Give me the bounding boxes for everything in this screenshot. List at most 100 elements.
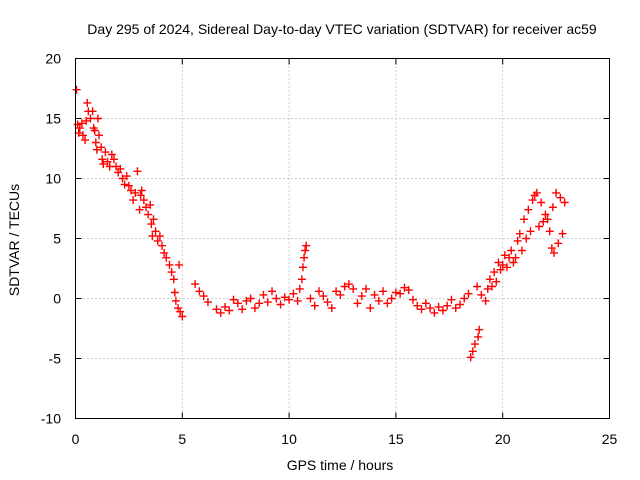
data-point	[272, 294, 281, 303]
data-point	[502, 263, 511, 272]
data-point	[136, 191, 145, 200]
data-point	[158, 241, 167, 250]
data-point	[539, 217, 548, 226]
y-tick-label: 10	[45, 171, 61, 187]
data-point	[455, 300, 464, 309]
data-point	[319, 292, 328, 301]
x-tick-label: 20	[495, 431, 511, 447]
data-point	[306, 294, 315, 303]
data-point	[118, 174, 127, 183]
data-point	[413, 301, 422, 310]
y-tick-labels: -10 -5 0 5 10 15 20	[41, 51, 61, 427]
y-tick-label: 15	[45, 111, 61, 127]
data-point	[109, 155, 118, 164]
data-point	[133, 167, 142, 176]
data-point	[255, 299, 264, 308]
data-point	[139, 196, 148, 205]
data-point	[488, 282, 497, 291]
data-point	[81, 136, 90, 145]
data-point	[92, 145, 101, 154]
data-point	[116, 164, 125, 173]
x-tick-label: 10	[281, 431, 297, 447]
y-axis-title: SDTVAR / TECUs	[6, 184, 22, 296]
data-point	[511, 253, 520, 262]
data-point	[477, 290, 486, 299]
data-point	[90, 126, 99, 135]
data-point	[496, 265, 505, 274]
data-point	[91, 138, 100, 147]
data-point	[549, 248, 558, 257]
data-point	[417, 305, 426, 314]
data-point	[169, 275, 178, 284]
data-point	[391, 288, 400, 297]
y-tick-label: 20	[45, 51, 61, 67]
data-point	[421, 299, 430, 308]
data-point	[560, 198, 569, 207]
data-point	[558, 229, 567, 238]
data-point	[141, 203, 150, 212]
data-point	[88, 107, 97, 116]
data-point	[474, 332, 483, 341]
data-point	[276, 300, 285, 309]
data-point	[98, 155, 107, 164]
data-point	[404, 286, 413, 295]
data-point	[212, 305, 221, 314]
data-point	[148, 232, 157, 241]
data-point	[541, 210, 550, 219]
data-point	[75, 124, 84, 133]
chart-title: Day 295 of 2024, Sidereal Day-to-day VTE…	[87, 21, 597, 37]
data-point	[170, 288, 179, 297]
data-point	[315, 287, 324, 296]
x-tick-labels: 0 5 10 15 20 25	[72, 431, 618, 447]
data-point	[155, 232, 164, 241]
data-point	[120, 180, 129, 189]
data-point	[298, 263, 307, 272]
data-points	[72, 85, 569, 362]
data-point	[246, 294, 255, 303]
data-point	[268, 287, 277, 296]
data-point	[517, 246, 526, 255]
data-point	[443, 301, 452, 310]
data-point	[357, 292, 366, 301]
data-point	[545, 227, 554, 236]
data-point	[344, 280, 353, 289]
x-tick-label: 25	[602, 431, 618, 447]
data-point	[101, 148, 110, 157]
data-point	[74, 128, 83, 137]
data-point	[535, 222, 544, 231]
data-point	[300, 253, 309, 262]
data-point	[78, 131, 87, 140]
data-point	[434, 302, 443, 311]
data-point	[289, 289, 298, 298]
data-point	[379, 287, 388, 296]
data-point	[77, 119, 86, 128]
data-point	[374, 296, 383, 305]
data-point	[94, 131, 103, 140]
data-point	[250, 304, 259, 313]
data-point	[199, 292, 208, 301]
data-point	[396, 289, 405, 298]
data-point	[473, 282, 482, 291]
axis-ticks	[75, 58, 610, 419]
data-point	[225, 306, 234, 315]
data-point	[83, 98, 92, 107]
data-point	[513, 236, 522, 245]
data-point	[221, 302, 230, 311]
x-tick-label: 15	[388, 431, 404, 447]
data-point	[280, 293, 289, 302]
data-point	[451, 304, 460, 313]
data-point	[507, 246, 516, 255]
data-point	[107, 150, 116, 159]
data-point	[295, 284, 304, 293]
data-point	[447, 295, 456, 304]
data-point	[146, 200, 155, 209]
data-point	[176, 307, 185, 316]
data-point	[556, 193, 565, 202]
data-point	[498, 260, 507, 269]
data-point	[483, 284, 492, 293]
data-point	[438, 306, 447, 315]
data-point	[175, 260, 184, 269]
data-point	[526, 227, 535, 236]
data-point	[93, 114, 102, 123]
data-point	[475, 325, 484, 334]
